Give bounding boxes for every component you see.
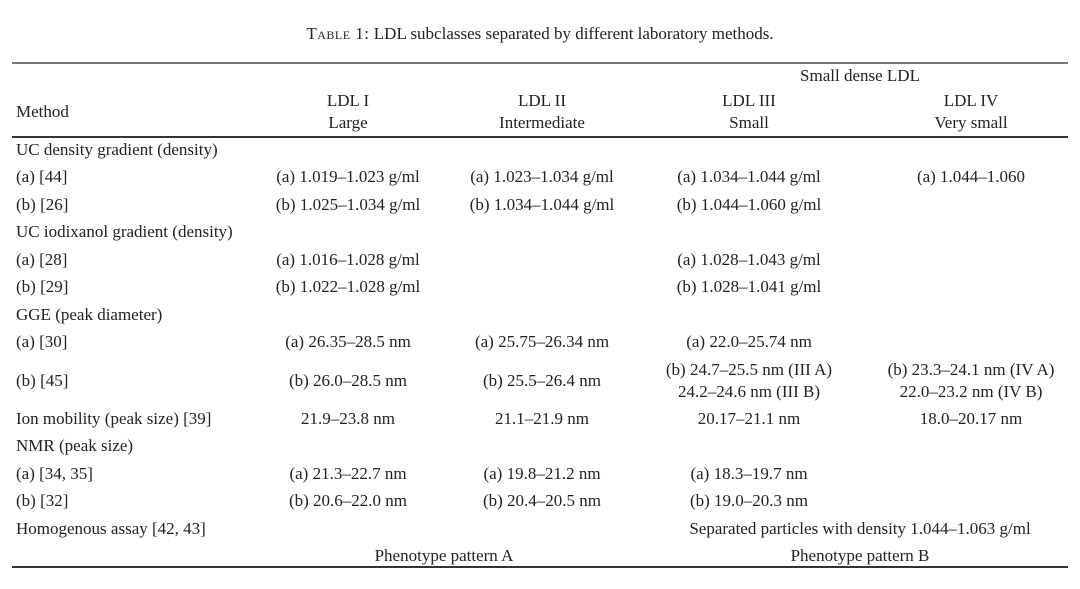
header-col-size: Very small — [934, 112, 1008, 132]
value-cell: (a) 1.034–1.044 g/ml — [677, 167, 821, 187]
method-cell: (b) [45] — [16, 370, 69, 390]
value-cell — [860, 274, 1080, 302]
value-cell: (b) 1.028–1.041 g/ml — [676, 277, 822, 297]
value-cell: 21.9–23.8 nm — [301, 408, 395, 428]
value-cell: (b) 1.034–1.044 g/ml — [469, 194, 615, 214]
value-cell: (a) 22.0–25.74 nm — [686, 332, 812, 352]
table-row: (a) [34, 35] (a) 21.3–22.7 nm (a) 19.8–21.… — [12, 460, 1080, 488]
value-cell — [250, 515, 446, 543]
method-cell: (a) [44] — [16, 167, 68, 187]
value-cell — [860, 488, 1080, 516]
table-row: Ion mobility (peak size) [39] 21.9–23.8 n… — [12, 405, 1080, 433]
value-cell: (b) 23.3–24.1 nm (IV A) 22.0–23.2 nm (IV … — [860, 356, 1080, 405]
value-cell: Phenotype pattern B — [790, 546, 930, 566]
header-col-size: Large — [328, 112, 368, 132]
value-cell: (a) 25.75–26.34 nm — [474, 332, 610, 352]
method-cell: GGE (peak diameter) — [16, 304, 163, 324]
table-caption: Table 1: LDL subclasses separated by dif… — [0, 24, 1080, 44]
table-row: (b) [32] (b) 20.6–22.0 nm (b) 20.4–20.5 nm… — [12, 488, 1080, 516]
value-cell: (b) 25.5–26.4 nm — [482, 370, 602, 390]
value-cell: 18.0–20.17 nm — [919, 408, 1023, 428]
value-cell: (b) 20.6–22.0 nm — [288, 491, 408, 511]
method-cell: (b) [32] — [16, 491, 69, 511]
table-row: (a) [28] (a) 1.016–1.028 g/ml (a) 1.028–1.… — [12, 246, 1080, 274]
table-label: Table 1: — [306, 24, 370, 43]
value-cell: (b) 19.0–20.3 nm — [689, 491, 809, 511]
table-row: Homogenous assay [42, 43] Separated parti… — [12, 515, 1080, 543]
value-cell: (a) 1.044–1.060 — [916, 167, 1026, 187]
header-col-2: LDL II Intermediate — [446, 87, 638, 136]
value-cell: Separated particles with density 1.044–1… — [689, 518, 1031, 538]
top-rule — [12, 62, 1068, 64]
header-col-name: LDL I — [326, 90, 370, 110]
value-cell — [860, 460, 1080, 488]
value-cell: (b) 24.7–25.5 nm (III A) 24.2–24.6 nm (II… — [638, 356, 860, 405]
value-cell: (b) 1.022–1.028 g/ml — [275, 277, 421, 297]
value-line: (b) 23.3–24.1 nm (IV A) — [887, 359, 1055, 379]
bottom-rule — [12, 566, 1068, 568]
table-row: (a) [30] (a) 26.35–28.5 nm (a) 25.75–26.34… — [12, 329, 1080, 357]
table-title: LDL subclasses separated by different la… — [369, 24, 774, 43]
table-row: (b) [26] (b) 1.025–1.034 g/ml (b) 1.034–1.… — [12, 191, 1080, 219]
value-cell — [860, 329, 1080, 357]
value-cell: 21.1–21.9 nm — [495, 408, 589, 428]
method-cell — [12, 543, 250, 571]
method-cell: (b) [29] — [16, 277, 69, 297]
table-row: (b) [29] (b) 1.022–1.028 g/ml (b) 1.028–1.… — [12, 274, 1080, 302]
method-cell: Ion mobility (peak size) [39] — [16, 408, 212, 428]
section-row: UC iodixanol gradient (density) — [12, 219, 1080, 247]
section-row: UC density gradient (density) — [12, 136, 1080, 164]
method-cell: (a) [34, 35] — [16, 463, 93, 483]
table-row: Phenotype pattern A Phenotype pattern B — [12, 543, 1080, 571]
header-col-3: LDL III Small — [638, 87, 860, 136]
section-row: GGE (peak diameter) — [12, 301, 1080, 329]
value-line: 22.0–23.2 nm (IV B) — [899, 381, 1043, 401]
header-col-size: Intermediate — [499, 112, 585, 132]
method-cell: (b) [26] — [16, 194, 69, 214]
header-col-name: LDL II — [518, 90, 566, 110]
header-col-name: LDL III — [722, 90, 776, 110]
header-method: Method — [16, 101, 69, 121]
section-row: NMR (peak size) — [12, 433, 1080, 461]
ldl-subclass-table: Small dense LDL Method LDL I Large LDL II I… — [12, 64, 1080, 570]
value-cell: (b) 1.025–1.034 g/ml — [275, 194, 421, 214]
method-cell: (a) [30] — [16, 332, 68, 352]
value-cell: (b) 1.044–1.060 g/ml — [676, 194, 822, 214]
value-cell — [860, 246, 1080, 274]
value-cell: (a) 1.028–1.043 g/ml — [677, 249, 821, 269]
value-cell: (b) 20.4–20.5 nm — [482, 491, 602, 511]
table-row: (b) [45] (b) 26.0–28.5 nm (b) 25.5–26.4 nm… — [12, 356, 1080, 405]
value-cell: (a) 19.8–21.2 nm — [483, 463, 601, 483]
method-cell: UC iodixanol gradient (density) — [16, 222, 233, 242]
value-cell: (a) 1.023–1.034 g/ml — [470, 167, 614, 187]
value-cell: Phenotype pattern A — [374, 546, 514, 566]
value-cell: (a) 26.35–28.5 nm — [285, 332, 411, 352]
value-line: 24.2–24.6 nm (III B) — [677, 381, 821, 401]
header-group-small-dense: Small dense LDL — [800, 65, 920, 85]
value-cell: (a) 18.3–19.7 nm — [690, 463, 808, 483]
header-col-4: LDL IV Very small — [860, 87, 1080, 136]
value-cell — [860, 191, 1080, 219]
method-cell: NMR (peak size) — [16, 436, 134, 456]
header-col-1: LDL I Large — [250, 87, 446, 136]
header-col-name: LDL IV — [943, 90, 999, 110]
value-cell — [446, 515, 638, 543]
value-cell: (b) 26.0–28.5 nm — [288, 370, 408, 390]
value-cell: (a) 1.019–1.023 g/ml — [276, 167, 420, 187]
value-cell: (a) 1.016–1.028 g/ml — [276, 249, 420, 269]
method-cell: Homogenous assay [42, 43] — [16, 518, 206, 538]
method-cell: (a) [28] — [16, 249, 68, 269]
value-line: (b) 24.7–25.5 nm (III A) — [665, 359, 833, 379]
table-row: (a) [44] (a) 1.019–1.023 g/ml (a) 1.023–1.… — [12, 164, 1080, 192]
value-cell: (a) 21.3–22.7 nm — [289, 463, 407, 483]
value-cell — [446, 246, 638, 274]
header-col-size: Small — [729, 112, 769, 132]
value-cell: 20.17–21.1 nm — [697, 408, 801, 428]
value-cell — [446, 274, 638, 302]
method-cell: UC density gradient (density) — [16, 139, 218, 159]
header-rule — [12, 136, 1068, 138]
